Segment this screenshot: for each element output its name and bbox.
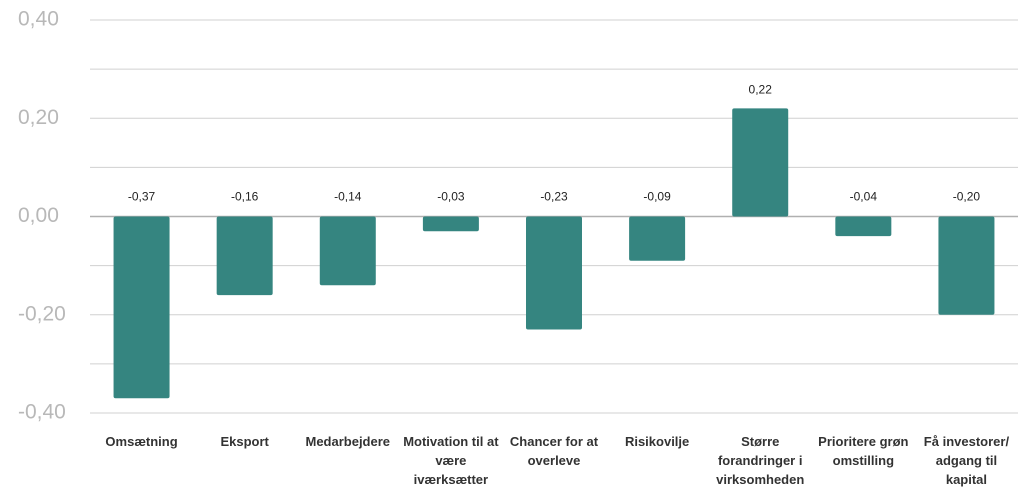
value-label: -0,20 (953, 190, 981, 204)
x-tick-label: Få investorer/ adgang til kapital (923, 434, 1010, 487)
x-tick-label: Eksport (220, 434, 269, 449)
value-label: -0,37 (128, 190, 156, 204)
bar (216, 216, 273, 296)
x-tick-label: Risikovilje (624, 434, 690, 449)
bar (526, 216, 582, 330)
x-tick-label: Medarbejdere (305, 434, 391, 449)
bar (732, 108, 789, 217)
x-tick-label: Større forandringer i virksomheden (716, 434, 805, 487)
value-label: -0,03 (437, 190, 465, 204)
y-tick-label: 0,40 (18, 8, 59, 31)
bar (113, 216, 170, 399)
x-tick-label: Motivation til at være iværksætter (403, 434, 499, 487)
bar (422, 216, 479, 232)
value-label: -0,23 (540, 190, 568, 204)
value-label: -0,16 (231, 190, 259, 204)
y-tick-label: 0,20 (18, 106, 59, 129)
bar (319, 216, 376, 286)
value-label: -0,14 (334, 190, 362, 204)
bar (835, 216, 892, 237)
x-tick-label: Prioritere grøn omstilling (818, 434, 909, 468)
x-tick-label: Omsætning (105, 434, 178, 449)
y-tick-label: -0,40 (18, 401, 66, 424)
y-tick-label: 0,00 (18, 204, 59, 227)
value-label: -0,04 (850, 190, 878, 204)
y-tick-label: -0,20 (18, 302, 66, 325)
bar (629, 216, 686, 261)
x-tick-label: Chancer for at overleve (509, 434, 599, 468)
value-label: 0,22 (749, 83, 773, 97)
value-label: -0,09 (643, 190, 671, 204)
bar (938, 216, 995, 315)
